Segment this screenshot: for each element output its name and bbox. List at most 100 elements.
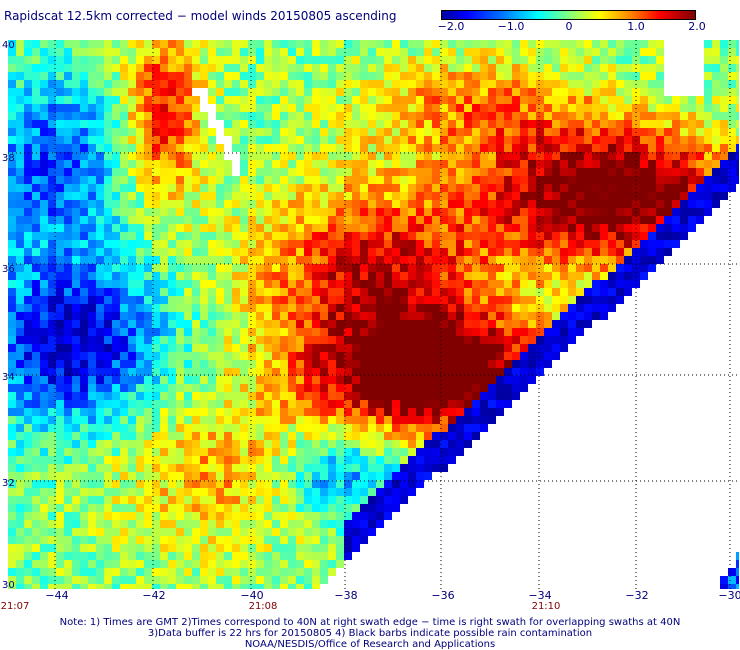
wind-cell xyxy=(456,232,464,240)
wind-cell xyxy=(520,184,528,192)
wind-cell xyxy=(352,88,360,96)
wind-cell xyxy=(504,152,512,160)
wind-cell xyxy=(312,272,320,280)
wind-cell xyxy=(128,520,136,528)
wind-cell xyxy=(472,88,480,96)
wind-cell xyxy=(664,208,672,216)
wind-cell xyxy=(72,576,80,584)
wind-cell xyxy=(464,128,472,136)
wind-cell xyxy=(520,376,528,384)
wind-cell xyxy=(240,536,248,544)
wind-cell xyxy=(512,144,520,152)
wind-cell xyxy=(168,56,176,64)
wind-cell xyxy=(144,488,152,496)
wind-cell xyxy=(736,88,739,96)
wind-cell xyxy=(520,336,528,344)
wind-cell xyxy=(296,288,304,296)
wind-cell xyxy=(520,240,528,248)
wind-cell xyxy=(56,168,64,176)
wind-cell xyxy=(408,408,416,416)
wind-cell xyxy=(272,576,280,584)
wind-cell xyxy=(448,328,456,336)
wind-cell xyxy=(584,312,592,320)
wind-cell xyxy=(192,200,200,208)
wind-cell xyxy=(584,176,592,184)
wind-cell xyxy=(448,248,456,256)
wind-cell xyxy=(616,264,624,272)
wind-cell xyxy=(160,312,168,320)
wind-cell xyxy=(176,448,184,456)
wind-cell xyxy=(72,400,80,408)
wind-cell xyxy=(144,544,152,552)
wind-cell xyxy=(736,40,739,48)
wind-cell xyxy=(256,520,264,528)
wind-cell xyxy=(8,344,16,352)
wind-cell xyxy=(544,168,552,176)
wind-cell xyxy=(200,280,208,288)
wind-cell xyxy=(512,288,520,296)
wind-cell xyxy=(272,144,280,152)
wind-cell xyxy=(416,248,424,256)
wind-cell xyxy=(256,136,264,144)
wind-cell xyxy=(552,136,560,144)
wind-cell xyxy=(680,128,688,136)
wind-cell xyxy=(504,80,512,88)
wind-cell xyxy=(168,176,176,184)
wind-cell xyxy=(104,280,112,288)
wind-cell xyxy=(24,152,32,160)
wind-cell xyxy=(112,584,120,589)
wind-cell xyxy=(392,80,400,88)
wind-cell xyxy=(32,216,40,224)
wind-cell xyxy=(600,280,608,288)
wind-cell xyxy=(472,112,480,120)
wind-cell xyxy=(400,48,408,56)
wind-cell xyxy=(640,264,648,272)
wind-cell xyxy=(216,272,224,280)
wind-cell xyxy=(512,272,520,280)
wind-cell xyxy=(408,264,416,272)
wind-cell xyxy=(48,168,56,176)
wind-cell xyxy=(640,168,648,176)
wind-cell xyxy=(432,88,440,96)
wind-cell xyxy=(240,400,248,408)
wind-cell xyxy=(696,168,704,176)
wind-cell xyxy=(216,336,224,344)
wind-cell xyxy=(280,104,288,112)
wind-cell xyxy=(120,416,128,424)
wind-cell xyxy=(512,112,520,120)
wind-cell xyxy=(584,120,592,128)
wind-cell xyxy=(128,256,136,264)
wind-cell xyxy=(72,72,80,80)
wind-cell xyxy=(192,224,200,232)
wind-cell xyxy=(168,240,176,248)
wind-cell xyxy=(32,248,40,256)
wind-cell xyxy=(488,128,496,136)
wind-cell xyxy=(312,168,320,176)
wind-cell xyxy=(504,304,512,312)
wind-cell xyxy=(552,112,560,120)
wind-cell xyxy=(240,200,248,208)
wind-cell xyxy=(224,88,232,96)
wind-cell xyxy=(160,80,168,88)
wind-cell xyxy=(280,120,288,128)
wind-cell xyxy=(88,112,96,120)
wind-cell xyxy=(384,64,392,72)
wind-cell xyxy=(528,288,536,296)
wind-cell xyxy=(416,376,424,384)
wind-cell xyxy=(88,40,96,48)
wind-cell xyxy=(176,232,184,240)
wind-cell xyxy=(352,544,360,552)
wind-cell xyxy=(336,88,344,96)
wind-cell xyxy=(256,560,264,568)
wind-cell xyxy=(280,56,288,64)
wind-cell xyxy=(472,320,480,328)
wind-cell xyxy=(352,112,360,120)
wind-cell xyxy=(592,152,600,160)
wind-cell xyxy=(72,528,80,536)
wind-cell xyxy=(208,464,216,472)
wind-cell xyxy=(208,152,216,160)
wind-cell xyxy=(296,440,304,448)
wind-cell xyxy=(184,80,192,88)
wind-cell xyxy=(240,472,248,480)
wind-cell xyxy=(16,560,24,568)
